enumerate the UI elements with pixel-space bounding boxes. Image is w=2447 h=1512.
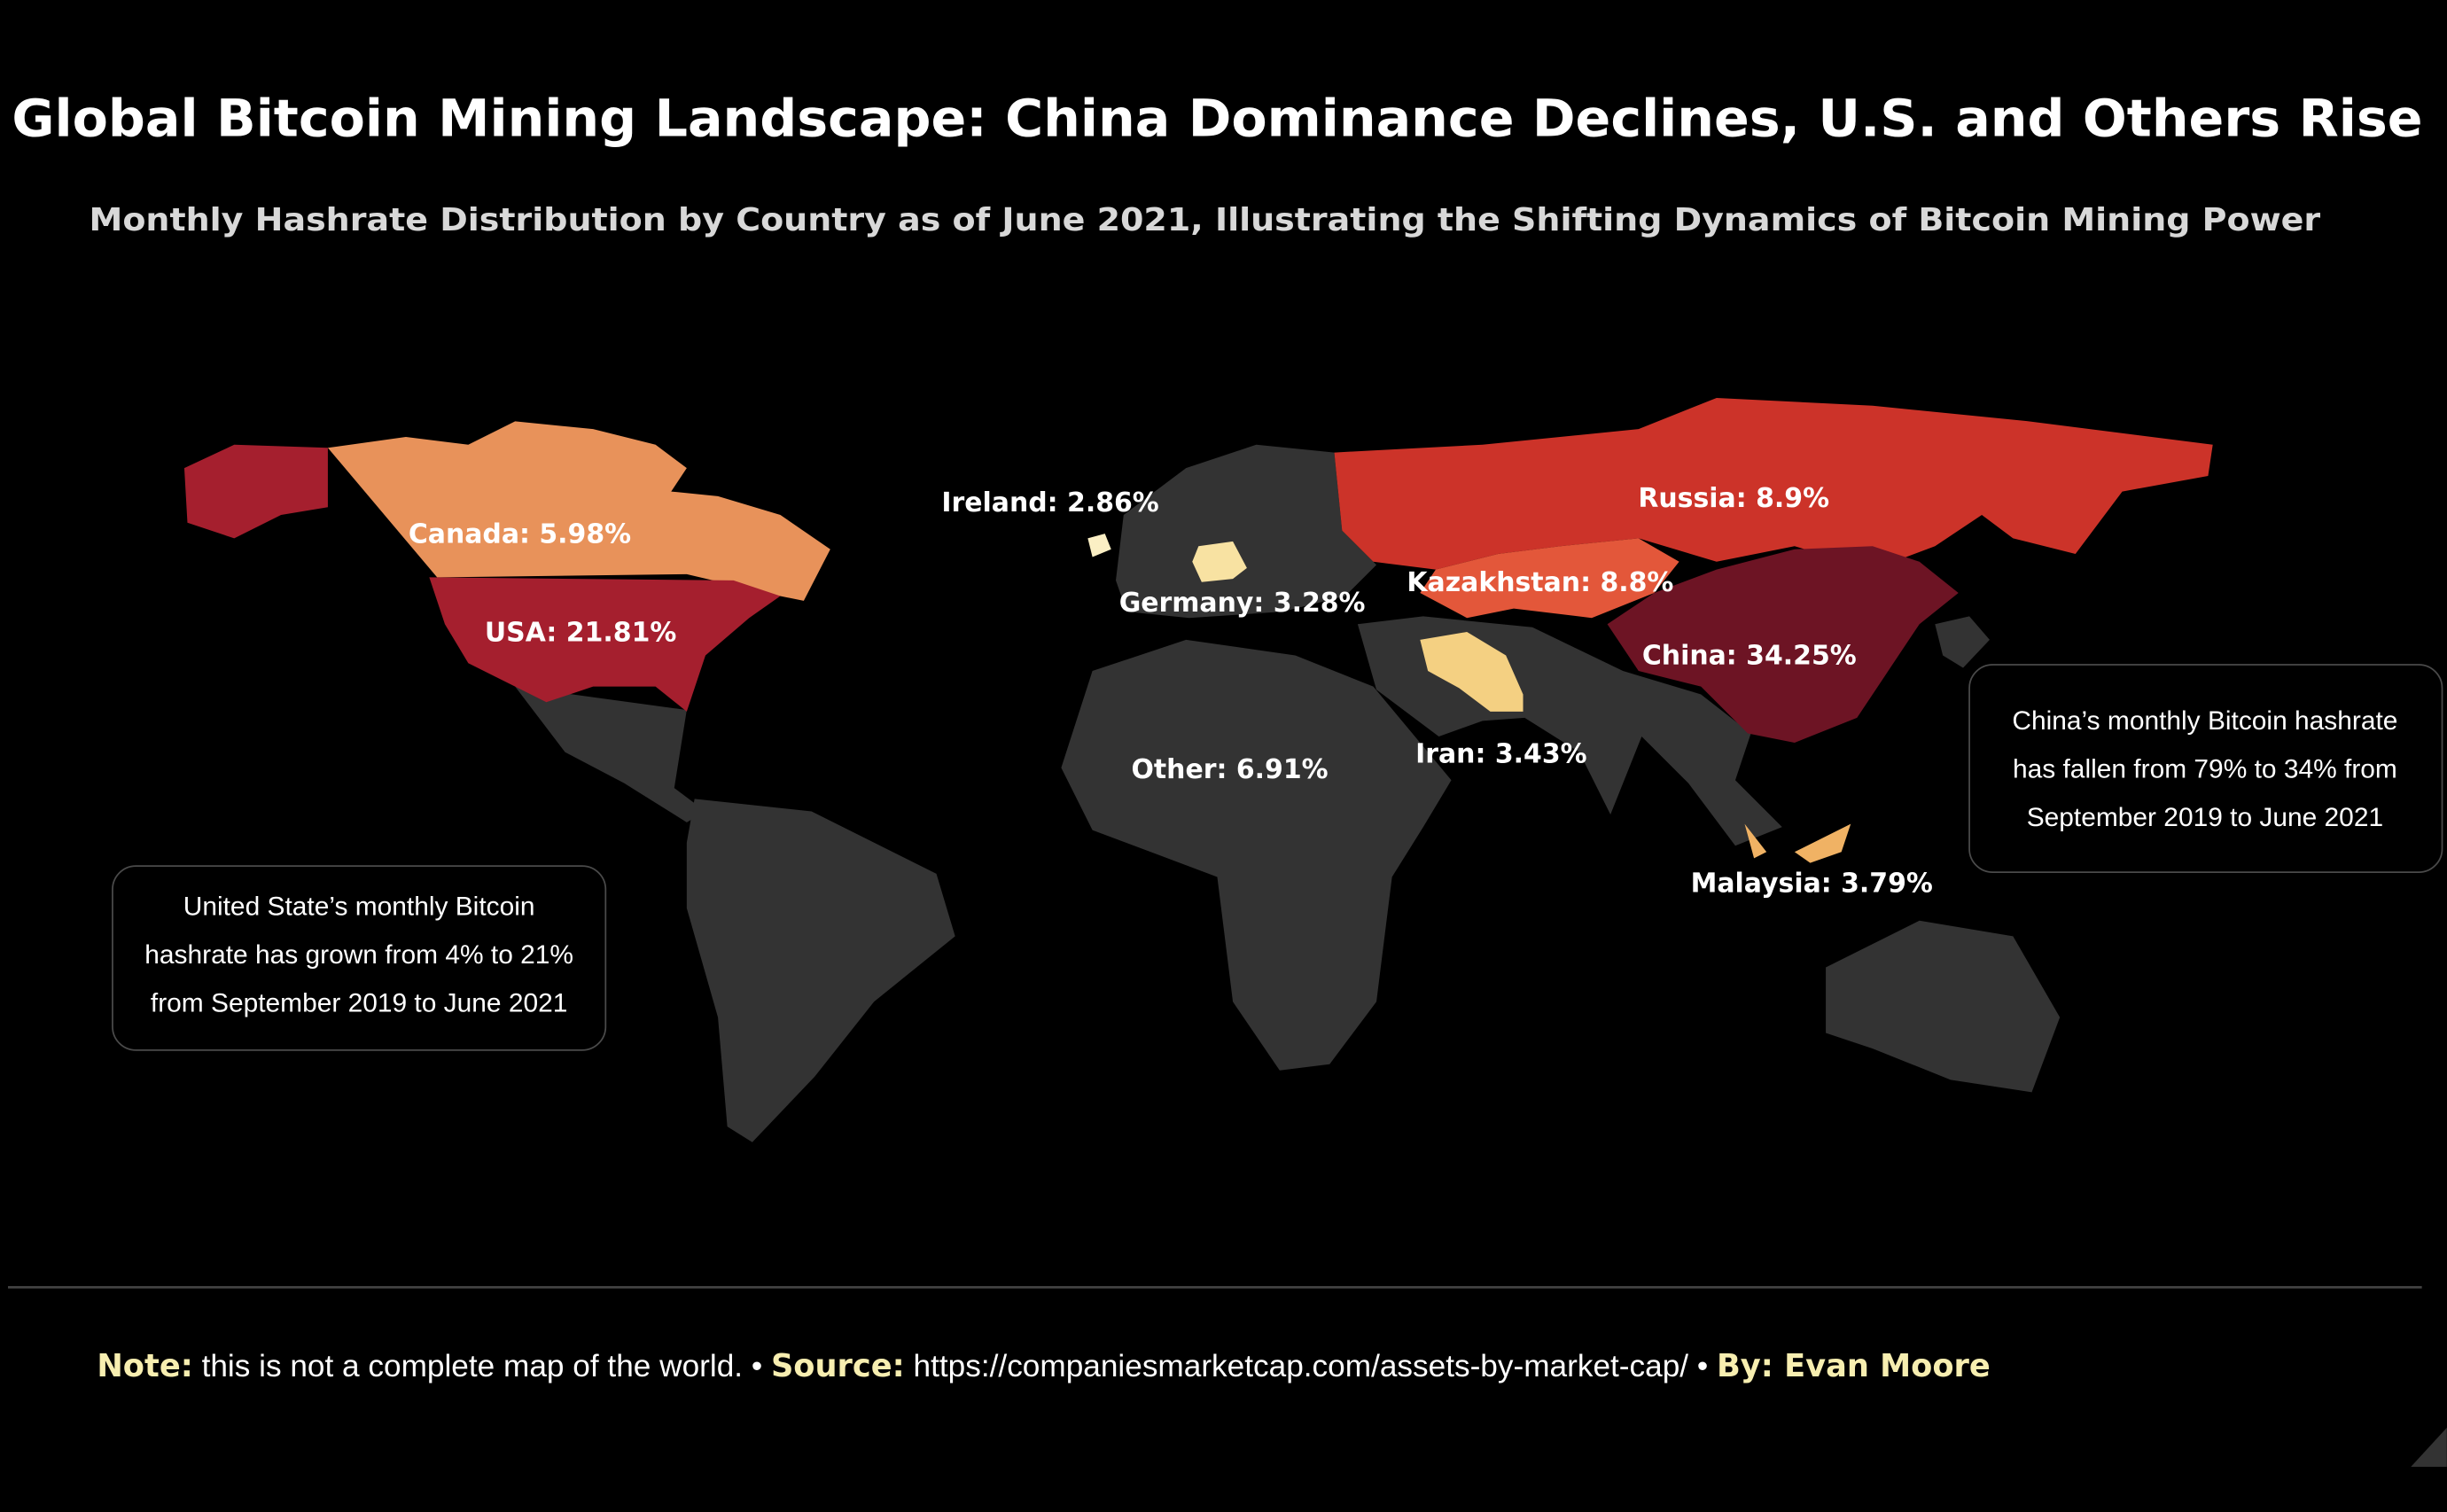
source-label: Source: (771, 1348, 905, 1384)
corner-mark (2411, 1427, 2447, 1467)
region-kazakhstan (1420, 538, 1679, 619)
chart-subtitle: Monthly Hashrate Distribution by Country… (90, 202, 2321, 238)
map-regions (183, 397, 2213, 1142)
region-ireland (1087, 534, 1111, 557)
region-label: Russia: 8.9% (1638, 483, 1829, 514)
region-label: Malaysia: 3.79% (1691, 869, 1933, 900)
annotation-text: United State’s monthly Bitcoin (183, 892, 535, 922)
separator: • (752, 1349, 762, 1383)
annotation-box (112, 865, 607, 1051)
region-label: China: 34.25% (1642, 641, 1857, 672)
annotation-text: September 2019 to June 2021 (2027, 803, 2383, 832)
region-canada (327, 421, 830, 601)
region-usa (183, 444, 781, 712)
region-germany (1192, 541, 1247, 582)
chart-title: Global Bitcoin Mining Landscape: China D… (12, 88, 2422, 148)
region-russia (1334, 397, 2213, 570)
region-label: Iran: 3.43% (1415, 739, 1587, 770)
separator: • (1697, 1349, 1708, 1383)
region-label: USA: 21.81% (485, 617, 676, 648)
annotation-box (1968, 664, 2443, 874)
region-label: Other: 6.91% (1131, 754, 1328, 785)
region-labels: Canada: 5.98% USA: 21.81% Ireland: 2.86% Ge… (409, 483, 1933, 900)
annotations: United State’s monthly Bitcoin hashrate h… (144, 706, 2397, 1018)
region-malaysia (1744, 823, 1851, 863)
author: By: Evan Moore (1717, 1348, 1991, 1384)
region-label: Canada: 5.98% (409, 518, 631, 549)
region-china (1607, 546, 1959, 744)
footer: Note: this is not a complete map of the … (97, 1348, 1990, 1384)
note-label: Note: (97, 1348, 192, 1384)
region-iran (1420, 632, 1524, 712)
annotation-text: has fallen from 79% to 34% from (2013, 755, 2397, 784)
note: this is not a complete map of the world. (202, 1349, 744, 1383)
annotation-text: from September 2019 to June 2021 (151, 989, 568, 1018)
annotation-text: hashrate has grown from 4% to 21% (144, 940, 573, 970)
region-label: Kazakhstan: 8.8% (1407, 567, 1673, 598)
source: https://companiesmarketcap.com/assets-by… (914, 1349, 1689, 1383)
region-label: Germany: 3.28% (1119, 588, 1366, 619)
region-label: Ireland: 2.86% (941, 487, 1158, 518)
region-other (515, 444, 2061, 1142)
annotation-text: China’s monthly Bitcoin hashrate (2012, 706, 2397, 736)
